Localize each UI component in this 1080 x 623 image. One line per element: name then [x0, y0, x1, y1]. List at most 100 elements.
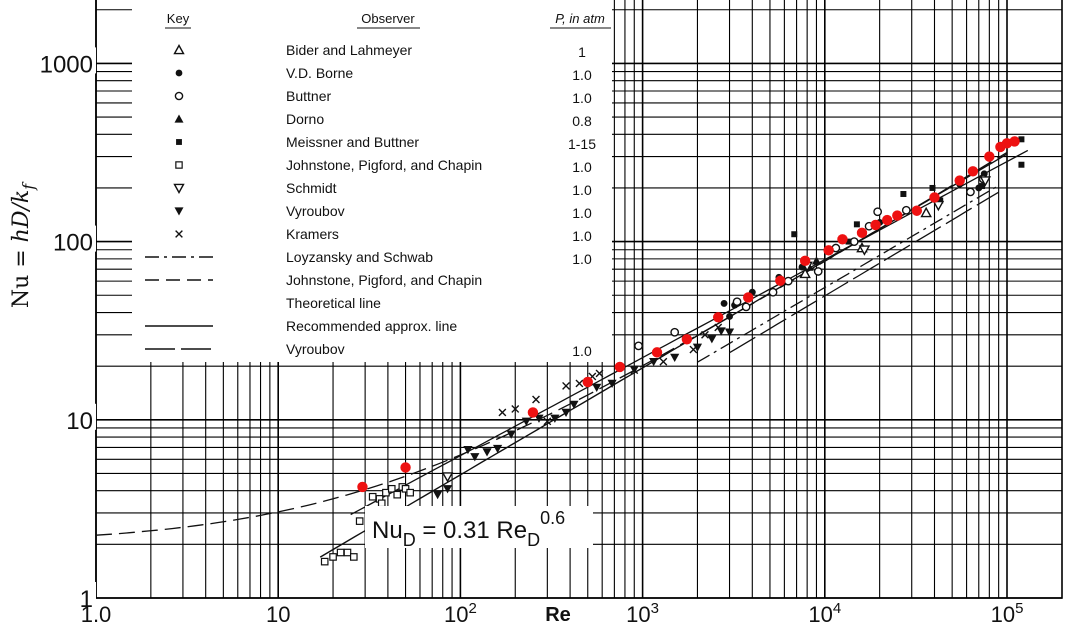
x-tick-label: 1.0: [81, 602, 112, 623]
legend-entry-pressure: 1.0: [572, 205, 592, 221]
circle-open-marker: [670, 327, 680, 337]
y-tick-label: 1000: [40, 51, 93, 78]
red-circle-marker: [856, 227, 868, 239]
triangle-open-marker: [920, 206, 932, 218]
square-filled-marker: [1018, 136, 1025, 143]
circle-filled-marker: [720, 299, 728, 307]
red-circle-marker: [823, 245, 834, 256]
recommended-solid-line: [319, 153, 1008, 558]
legend-entry: Schmidt 1.0: [173, 180, 592, 198]
legend-box: [132, 0, 612, 362]
legend-entry-label: Johnstone, Pigford, and Chapin: [286, 272, 482, 288]
legend-entry-label: Vyroubov: [286, 203, 345, 219]
square-open-marker: [387, 484, 396, 493]
red-circle-marker: [400, 462, 411, 473]
legend-entry: V.D. Borne 1.0: [175, 65, 592, 83]
red-circle-marker: [984, 151, 995, 162]
red-circle-marker: [614, 361, 626, 373]
loyzansky-dashdot-line: [697, 184, 1000, 363]
circle-open-marker: [966, 187, 975, 197]
legend-header-key: Key: [167, 11, 190, 26]
legend-entry: Loyzansky and Schwab 1.0: [145, 249, 592, 267]
triangle-open-marker: [799, 267, 811, 279]
legend-entry-pressure: 0.8: [572, 113, 592, 129]
plot-frame: [95, 0, 1063, 599]
legend-entry-label: Loyzansky and Schwab: [286, 249, 433, 265]
triangle-down-filled-marker: [649, 357, 659, 367]
triangle-down-filled-marker: [670, 353, 680, 362]
legend-entry-pressure: 1.0: [572, 159, 592, 175]
legend-entry: Vyroubov 1.0: [174, 203, 592, 221]
circle-open-marker: [174, 91, 184, 101]
circle-open-marker: [901, 205, 911, 215]
x-marker: [595, 369, 604, 378]
square-filled-marker: [845, 238, 852, 245]
square-open-marker: [336, 548, 345, 557]
square-open-marker: [393, 490, 402, 499]
circle-open-marker: [813, 267, 823, 276]
red-circle-marker: [713, 312, 724, 323]
square-open-marker: [355, 517, 364, 525]
circle-open-marker: [873, 207, 883, 217]
x-tick-label: 104: [808, 600, 841, 623]
legend-entry: Johnstone, Pigford, and Chapin: [145, 272, 482, 288]
red-circle-marker: [582, 376, 593, 388]
x-marker: [562, 381, 570, 390]
triangle-down-filled-marker: [521, 417, 531, 426]
legend-entry: Theoretical line: [286, 295, 381, 311]
x-marker: [175, 230, 183, 238]
legend-entry-label: Bider and Lahmeyer: [286, 42, 412, 58]
x-marker: [511, 405, 520, 413]
square-filled-marker: [900, 191, 907, 197]
legend-entry: Buttner 1.0: [174, 88, 592, 106]
triangle-down-filled-marker: [174, 207, 184, 216]
circle-open-marker: [741, 302, 751, 312]
circle-open-marker: [849, 237, 859, 246]
y-tick-label: 100: [53, 230, 93, 257]
red-circle-marker: [799, 255, 811, 267]
square-filled-marker: [1018, 161, 1025, 168]
square-open-marker: [368, 492, 377, 501]
vyroubov-longdash-line: [729, 191, 1000, 354]
square-open-marker: [349, 553, 358, 561]
triangle-down-filled-marker: [592, 383, 602, 392]
triangle-down-filled-marker: [534, 414, 544, 423]
x-marker: [498, 408, 507, 417]
legend-entry: Kramers 1.0: [175, 226, 592, 244]
series-group: [791, 136, 1025, 245]
legend-background: [132, 0, 612, 362]
square-open-marker: [377, 499, 386, 508]
triangle-down-filled-marker: [692, 343, 703, 352]
equation-annotation: NuD = 0.31 ReD0.6: [365, 506, 593, 550]
series-group: [498, 323, 723, 426]
red-circle-marker: [954, 175, 965, 186]
y-tick-label: 1: [80, 586, 93, 613]
equation-text: NuD = 0.31 ReD0.6: [372, 508, 565, 550]
red-circle-marker: [775, 275, 786, 286]
square-open-marker: [401, 484, 410, 493]
circle-open-marker: [768, 287, 778, 297]
legend-entry-label: Johnstone, Pigford, and Chapin: [286, 157, 482, 173]
square-filled-marker: [929, 184, 936, 191]
red-circle-marker: [892, 210, 903, 221]
square-open-marker: [320, 557, 329, 566]
legend-entry-label: Schmidt: [286, 180, 337, 196]
legend-entry-label: Recommended approx. line: [286, 318, 457, 334]
red-circle-marker: [870, 219, 881, 231]
x-marker: [689, 345, 698, 354]
circle-filled-marker: [726, 313, 733, 320]
square-open-marker: [175, 161, 183, 169]
square-open-marker: [382, 488, 390, 497]
legend: Key Observer P, in atm Bider and Lahmeyer 1 V…: [145, 11, 611, 359]
legend-entry: Vyroubov 1.0: [145, 341, 592, 359]
legend-entry-label: Vyroubov: [286, 341, 345, 357]
legend-entry-pressure: 1.0: [572, 90, 592, 106]
square-filled-marker: [791, 231, 798, 238]
red-circle-marker: [837, 234, 848, 245]
triangle-down-filled-marker: [561, 408, 571, 418]
x-marker: [543, 417, 552, 426]
y-axis-label: Nu = hD/kf: [9, 181, 38, 308]
legend-header-observer: Observer: [361, 11, 415, 26]
y-tick-bg: [32, 403, 96, 430]
